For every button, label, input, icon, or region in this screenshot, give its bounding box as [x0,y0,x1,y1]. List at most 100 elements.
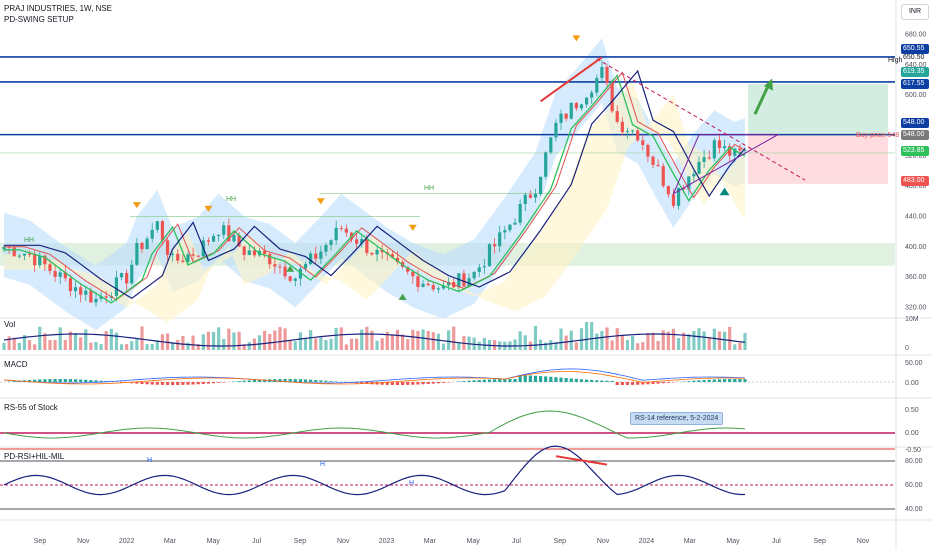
candle-body-48 [247,250,251,255]
volume-bar-68 [349,338,354,350]
x-tick-3: Mar [164,538,177,545]
candle-body-119 [610,83,614,112]
swing-high-marker-3 [408,224,417,231]
price-tick-3: 440.00 [905,213,927,220]
macd-hist-114 [584,379,589,382]
candle-body-18 [94,298,98,303]
candle-body-128 [656,164,660,167]
macd-hist-109 [559,377,563,382]
x-tick-17: Jul [772,538,781,545]
candle-body-1 [7,246,11,248]
candle-body-12 [63,272,67,279]
volume-bar-67 [344,344,348,350]
macd-hist-134 [687,381,691,382]
volume-bar-142 [728,326,732,350]
rsi-h-marker-1: H [320,461,325,468]
vol-tick-0: 10M [905,316,919,323]
candle-body-34 [176,253,180,261]
candle-body-72 [370,252,374,255]
macd-hist-84 [431,382,435,384]
candle-body-32 [165,240,170,255]
volume-bar-87 [447,330,451,350]
volume-bar-44 [227,328,231,350]
candle-body-22 [114,277,119,296]
candle-body-27 [140,242,144,250]
volume-bar-83 [426,331,430,350]
rsi-tick-1: 60.00 [905,482,923,489]
macd-hist-136 [697,380,701,382]
volume-bar-143 [733,344,737,350]
swing-high-line [540,56,603,103]
volume-bar-60 [309,330,313,350]
candle-body-140 [717,140,722,149]
volume-bar-32 [165,333,170,350]
macd-hist-57 [293,379,297,382]
candle-body-6 [33,254,37,266]
volume-bar-9 [48,339,52,350]
macd-hist-62 [319,380,323,382]
volume-bar-11 [58,327,62,350]
volume-bar-94 [482,337,486,350]
macd-hist-113 [579,379,584,382]
volume-bar-33 [171,342,175,350]
volume-bar-89 [457,342,461,350]
volume-bar-24 [125,344,129,350]
volume-bar-46 [237,331,241,350]
macd-hist-33 [171,382,175,385]
x-tick-9: Mar [424,538,437,545]
rs-line [3,410,746,439]
macd-hist-93 [477,380,481,382]
candle-body-83 [426,283,430,286]
pane-label-rsi: PD-RSI+HIL-MIL [4,452,65,461]
macd-hist-108 [554,377,558,382]
macd-hist-15 [79,379,83,382]
target-zone [748,83,888,135]
x-tick-15: Mar [684,538,697,545]
macd-hist-107 [549,376,553,382]
signal-line [3,371,746,385]
macd-hist-129 [661,382,665,384]
volume-bar-111 [569,330,573,350]
x-tick-8: 2023 [379,538,395,545]
candle-body-42 [217,234,221,237]
candle-body-15 [79,287,83,295]
candle-body-110 [564,113,568,119]
currency-button[interactable]: INR [901,4,929,20]
macd-hist-145 [743,379,747,382]
volume-bar-5 [27,340,32,350]
candle-body-64 [329,240,333,245]
volume-bar-50 [257,335,262,350]
macd-hist-42 [217,382,221,383]
macd-hist-9 [48,379,52,382]
macd-hist-60 [309,379,313,382]
candle-body-58 [298,268,302,279]
volume-bar-107 [549,340,553,350]
volume-bar-137 [702,331,706,350]
volume-bar-96 [492,340,497,350]
macd-hist-76 [390,382,394,385]
volume-bar-26 [135,339,139,350]
macd-hist-39 [201,382,205,384]
chart-subtitle: PD-SWING SETUP [4,15,74,24]
candle-body-94 [482,266,486,268]
x-tick-11: Jul [512,538,521,545]
candle-body-2 [12,247,16,257]
candle-body-26 [135,242,139,265]
volume-bar-14 [73,333,78,350]
macd-hist-61 [314,380,318,382]
candle-body-59 [303,264,308,269]
candle-body-136 [697,161,701,174]
candle-body-105 [538,176,543,195]
macd-hist-117 [600,380,604,382]
volume-bar-57 [293,341,297,350]
macd-hist-97 [498,379,502,382]
volume-bar-102 [523,335,527,350]
candle-body-4 [22,253,27,256]
macd-hist-70 [360,382,364,384]
price-tick-5: 520.00 [905,153,927,160]
volume-bar-20 [104,331,108,350]
volume-bar-38 [196,343,200,350]
volume-bar-82 [421,329,425,350]
volume-bar-140 [717,331,722,350]
